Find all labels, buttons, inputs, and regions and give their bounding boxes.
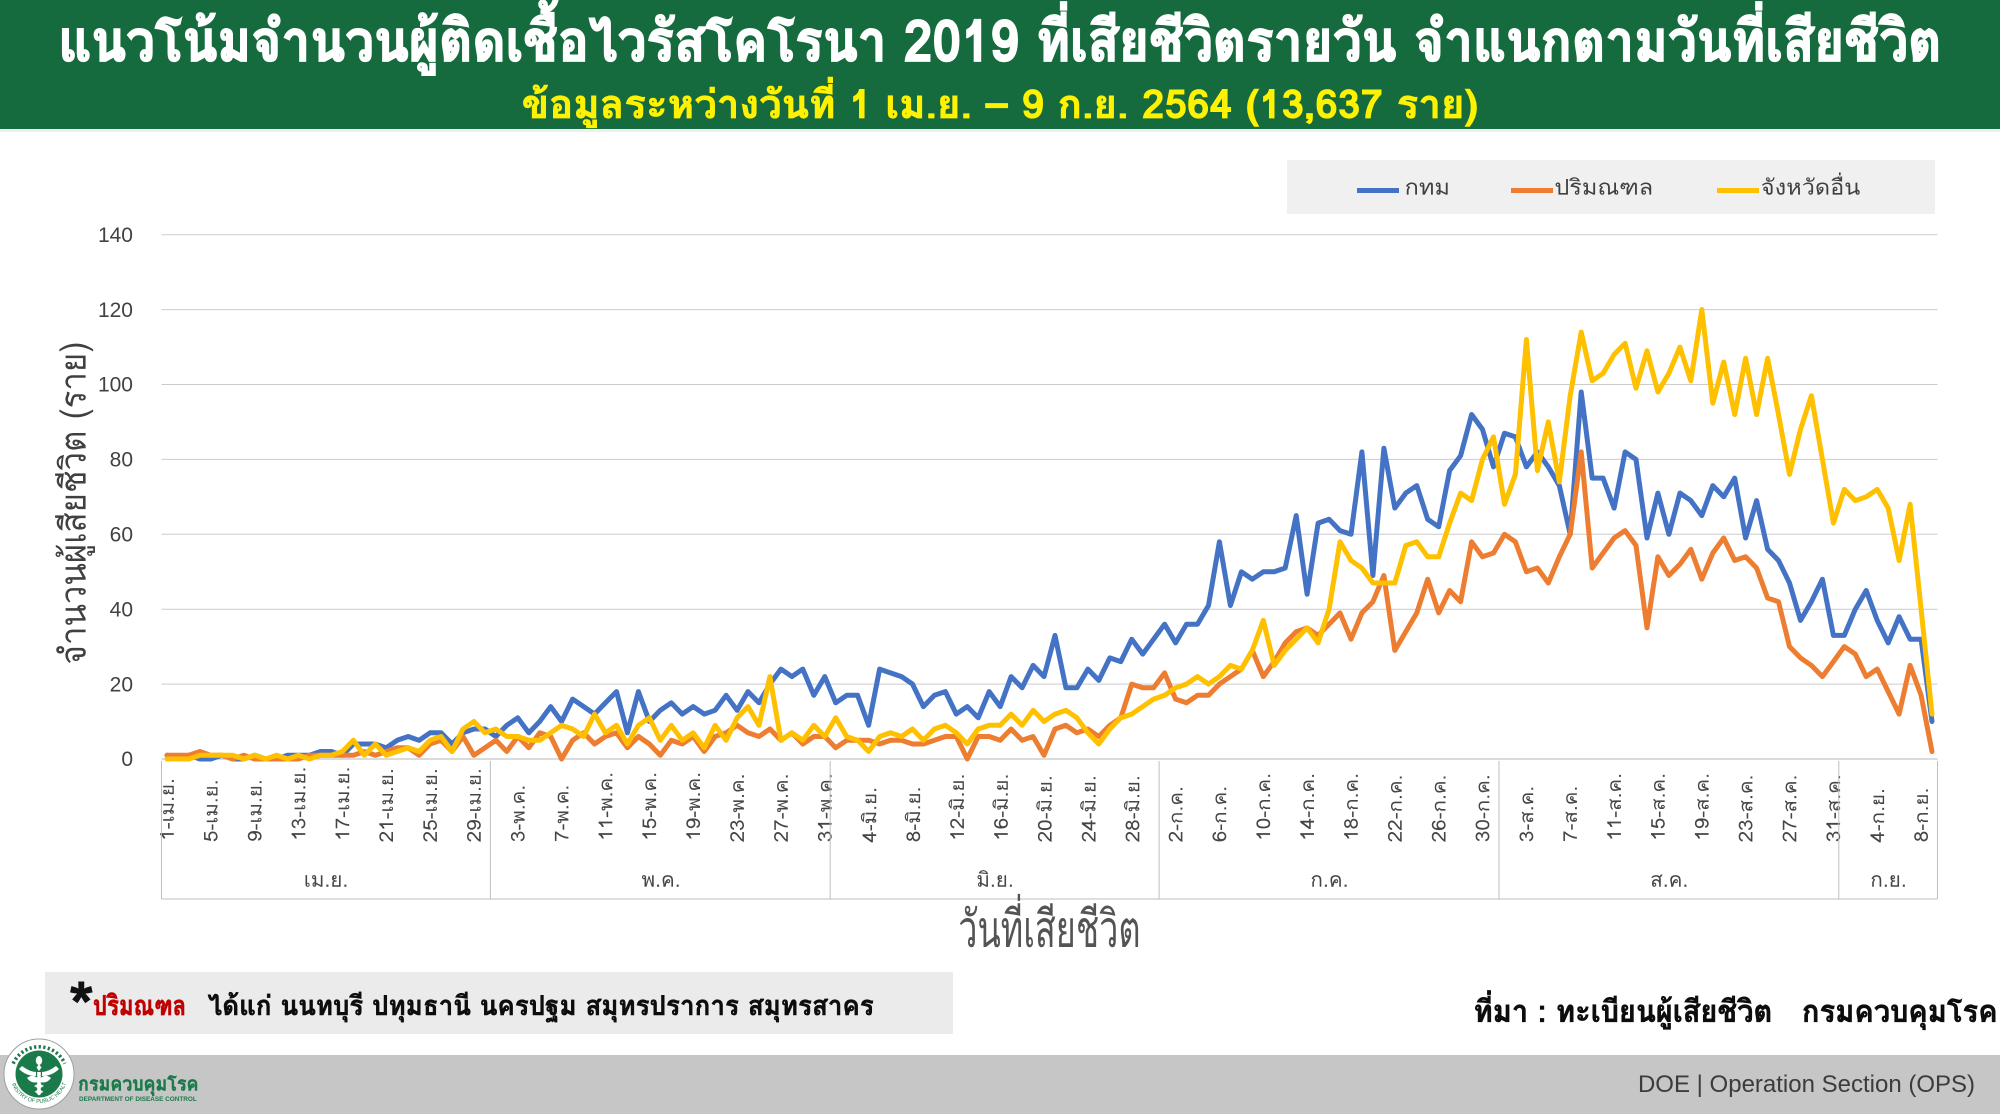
svg-text:DEPARTMENT OF DISEASE CONTROL: DEPARTMENT OF DISEASE CONTROL bbox=[79, 1096, 197, 1103]
svg-text:100: 100 bbox=[98, 374, 133, 397]
svg-text:60: 60 bbox=[110, 524, 133, 547]
svg-text:120: 120 bbox=[98, 299, 133, 322]
svg-text:40: 40 bbox=[110, 598, 133, 621]
svg-text:0: 0 bbox=[121, 748, 133, 771]
svg-text:20: 20 bbox=[110, 673, 133, 696]
svg-text:DOE | Operation Section (OPS): DOE | Operation Section (OPS) bbox=[1638, 1071, 1975, 1098]
svg-text:80: 80 bbox=[110, 449, 133, 472]
svg-text:140: 140 bbox=[98, 224, 133, 247]
